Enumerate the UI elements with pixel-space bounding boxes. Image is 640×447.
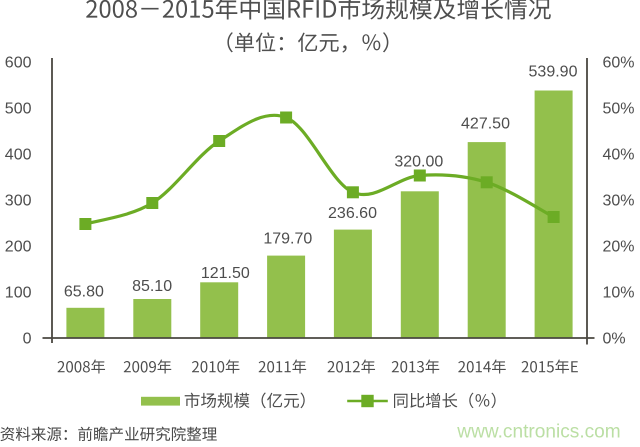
svg-text:65.80: 65.80: [64, 284, 104, 301]
svg-text:60%: 60%: [603, 55, 635, 72]
svg-text:40%: 40%: [603, 147, 635, 164]
svg-text:0%: 0%: [603, 331, 626, 348]
svg-text:236.60: 236.60: [328, 205, 377, 222]
svg-text:179.70: 179.70: [263, 231, 312, 248]
svg-text:0: 0: [23, 331, 32, 348]
svg-text:400: 400: [5, 147, 32, 164]
svg-text:30%: 30%: [603, 193, 635, 210]
svg-text:www.cntronics.com: www.cntronics.com: [456, 421, 620, 442]
svg-text:85.10: 85.10: [132, 278, 172, 295]
svg-text:300: 300: [5, 193, 32, 210]
svg-text:600: 600: [5, 55, 32, 72]
svg-text:539.90: 539.90: [529, 63, 578, 80]
svg-text:320.00: 320.00: [394, 153, 443, 170]
svg-text:50%: 50%: [603, 101, 635, 118]
svg-text:20%: 20%: [603, 239, 635, 256]
svg-text:427.50: 427.50: [461, 116, 510, 133]
svg-text:500: 500: [5, 101, 32, 118]
svg-text:10%: 10%: [603, 285, 635, 302]
svg-text:200: 200: [5, 239, 32, 256]
svg-text:121.50: 121.50: [201, 265, 250, 282]
svg-text:100: 100: [5, 285, 32, 302]
